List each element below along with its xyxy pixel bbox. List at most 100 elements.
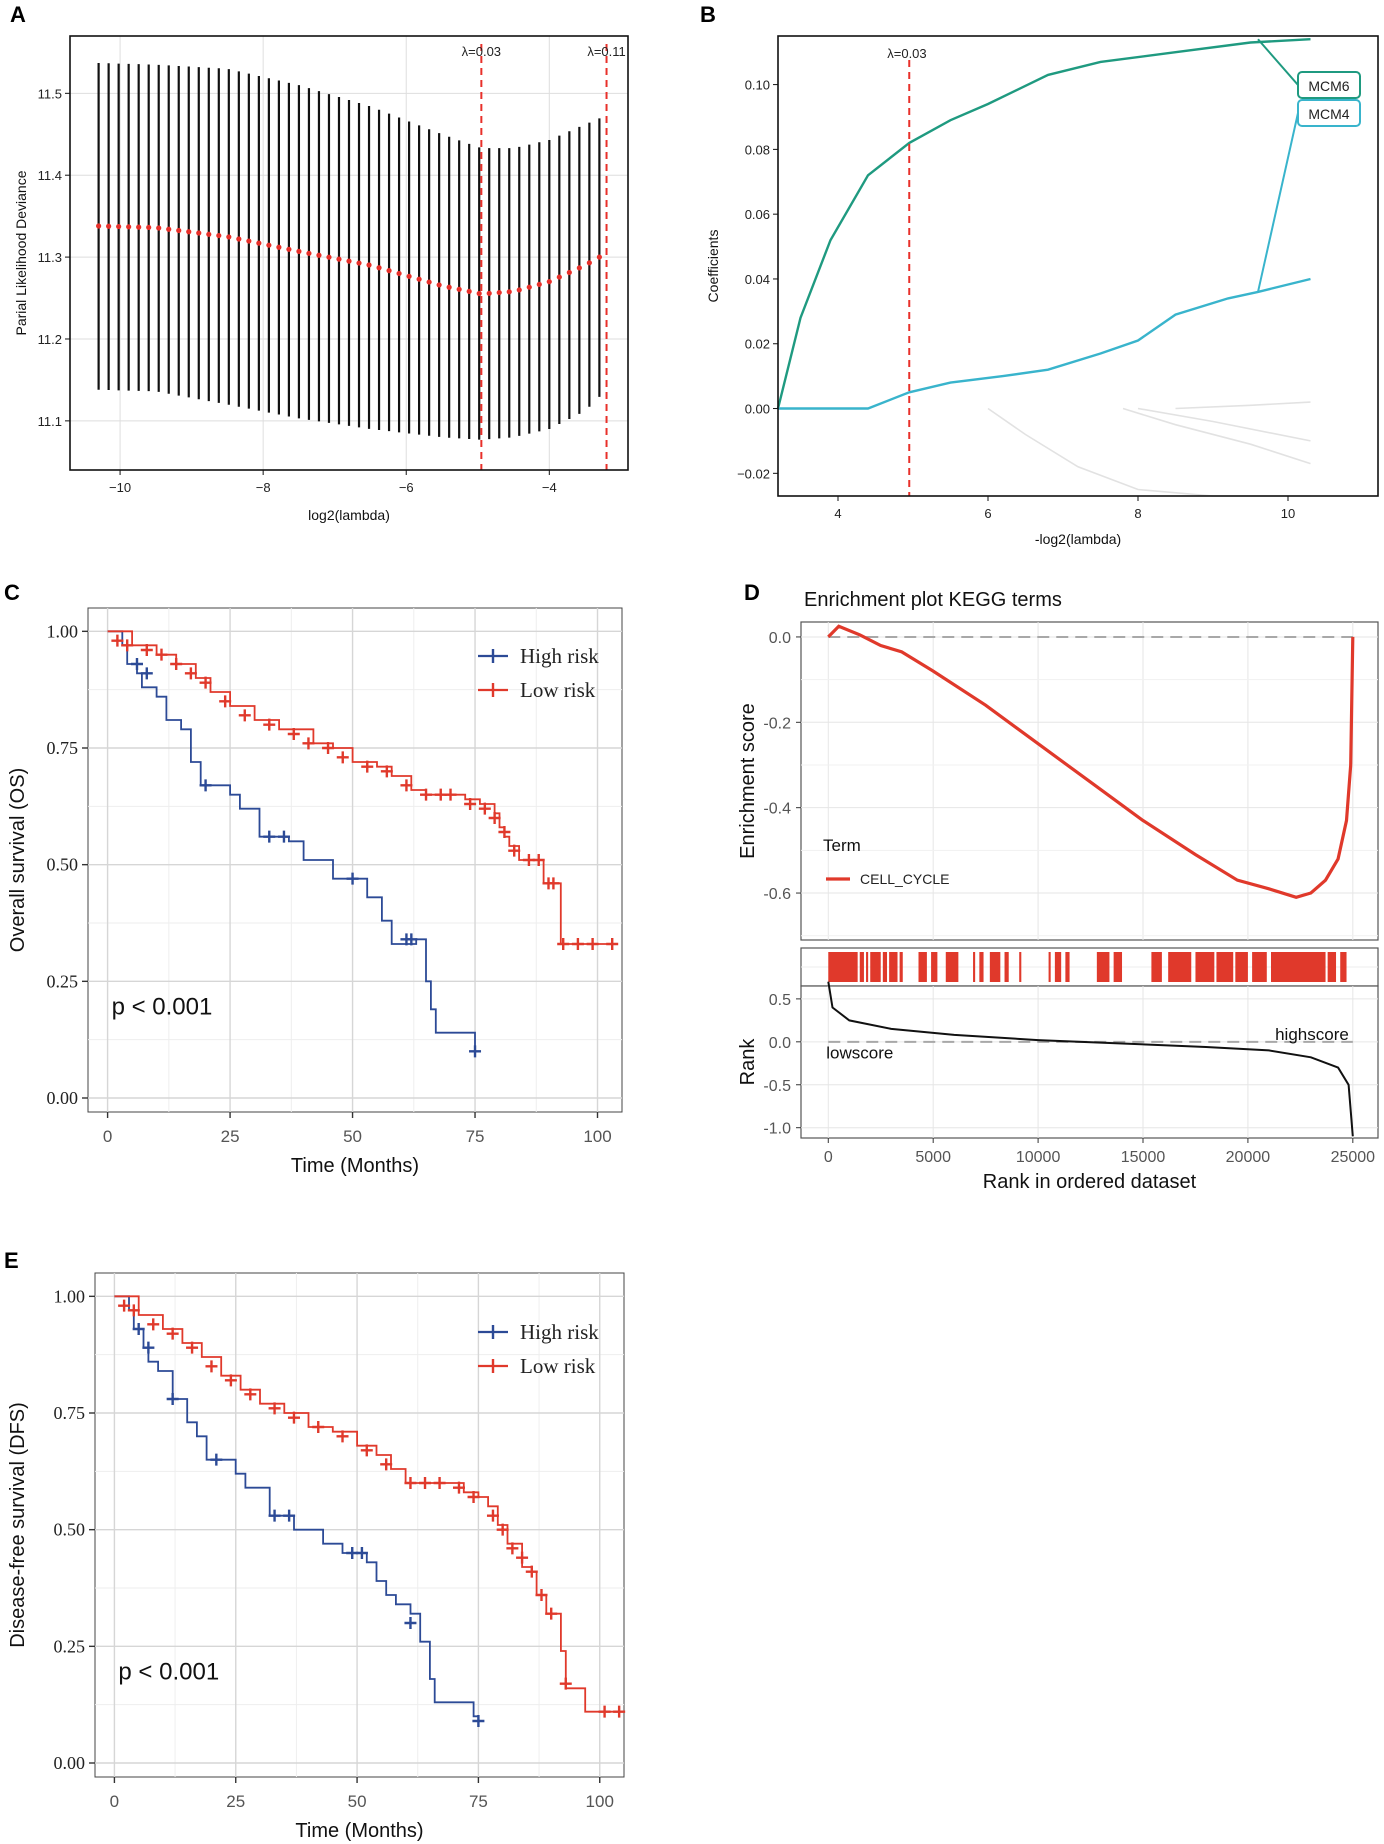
panel-a-mean-point [366, 262, 372, 268]
panel-d-highscore-label: highscore [1275, 1025, 1349, 1044]
panel-c-censor-mark [547, 877, 560, 890]
panel-c-censor-mark [140, 644, 153, 656]
panel-a-mean-point [406, 273, 412, 279]
panel-a-ytick-label: 11.3 [38, 250, 62, 265]
panel-label-b: B [700, 2, 716, 27]
panel-e-ylabel: Disease-free survival (DFS) [7, 1402, 29, 1648]
panel-d-hit-mark [889, 952, 898, 982]
panel-c-censor-mark [155, 648, 168, 661]
panel-c-xtick-label: 50 [343, 1127, 362, 1146]
panel-a-mean-point [516, 287, 522, 293]
panel-a-mean-point [186, 229, 192, 235]
panel-d-xtick-label: 20000 [1226, 1149, 1271, 1166]
panel-d-hit-mark [1151, 952, 1162, 982]
panel-c-xtick-label: 75 [466, 1127, 485, 1146]
panel-e-xlabel: Time (Months) [295, 1820, 423, 1842]
panel-e-censor-mark [472, 1715, 485, 1727]
panel-d-top-ytick-label: -0.4 [763, 801, 791, 818]
panel-label-a: A [10, 2, 26, 27]
panel-b-lambda-label: λ=0.03 [887, 46, 926, 61]
panel-d-hit-mark [1235, 952, 1248, 982]
panel-c-censor-mark [199, 779, 212, 792]
panel-e-ytick-label: 0.75 [54, 1403, 86, 1423]
panel-c-censor-mark [508, 844, 521, 857]
panel-a-ytick-label: 11.1 [38, 414, 62, 429]
panel-c-censor-mark [302, 737, 315, 750]
panel-b-label-box [1297, 71, 1361, 99]
panel-a-mean-point [326, 254, 332, 260]
panel-a-xtick-label: −4 [542, 480, 557, 495]
panel-a-mean-point [566, 269, 572, 276]
panel-b-xlabel: -log2(lambda) [1035, 531, 1121, 547]
panel-a-mean-point [526, 284, 532, 290]
panel-c-censor-mark [420, 788, 433, 801]
panel-a-mean-point [376, 265, 382, 271]
panel-a-mean-point [356, 260, 362, 266]
panel-d-ylabel-bottom: Rank [737, 1038, 759, 1086]
panel-c-censor-mark [557, 938, 570, 950]
panel-b-line-mcm4 [778, 277, 1311, 410]
panel-d-top-ytick-label: -0.6 [763, 886, 791, 903]
panel-a-xlabel: log2(lambda) [308, 507, 390, 523]
panel-e-censor-mark [404, 1617, 417, 1629]
panel-d-hit-mark [1252, 952, 1267, 982]
panel-a-mean-point [196, 230, 202, 236]
panel-a-mean-point [506, 289, 512, 295]
panel-d-hit-mark [979, 952, 984, 982]
panel-e-censor-mark [268, 1509, 281, 1522]
panel-a-mean-point [206, 231, 212, 237]
panel-b-frame [777, 35, 1379, 497]
panel-e-censor-mark [496, 1523, 509, 1536]
panel-e-xtick-label: 0 [110, 1792, 119, 1811]
panel-a-ytick-label: 11.5 [38, 86, 62, 101]
panel-a-mean-point [116, 223, 122, 230]
panel-d-rank-curve [827, 981, 1354, 1137]
panel-d-legend-title: Term [823, 836, 861, 855]
panel-c-censor-mark [238, 709, 251, 722]
panel-e-censor-mark [419, 1477, 432, 1489]
panel-e-censor-mark [166, 1327, 179, 1340]
panel-b-ytick-label: 0.00 [745, 402, 770, 417]
panel-e-plot-area [94, 1272, 625, 1778]
panel-e-censor-mark [142, 1341, 155, 1354]
panel-c-censor-mark [199, 676, 212, 689]
panel-a-mean-point [456, 286, 462, 292]
panel-a-mean-point [416, 276, 422, 282]
panel-d-hit-mark [989, 952, 1001, 982]
panel-d-hit-mark [1004, 952, 1009, 982]
panel-d-xtick-label: 10000 [1016, 1149, 1061, 1166]
panel-e-censor-mark [545, 1607, 558, 1620]
panel-a-mean-point [236, 236, 242, 242]
panel-c-censor-mark [111, 634, 124, 647]
panel-e-ytick-label: 1.00 [54, 1286, 86, 1306]
panel-d-hit-mark [870, 952, 881, 982]
panel-e-p-value: p < 0.001 [118, 1659, 219, 1686]
panel-a-mean-point [476, 290, 482, 297]
panel-c-censor-mark [170, 658, 183, 670]
panel-c-censor-mark [586, 938, 599, 950]
panel-d-ylabel-top: Enrichment score [737, 703, 759, 859]
panel-b-ytick-label: −0.02 [737, 466, 770, 481]
panel-c-censor-mark [121, 639, 134, 652]
panel-b-line-mcm6 [776, 38, 1311, 409]
panel-c-censor-mark [263, 830, 276, 843]
panel-c-censor-mark [130, 658, 143, 670]
panel-b-line-zeroed [1175, 401, 1311, 410]
panel-e-censor-mark [452, 1481, 465, 1494]
panel-e-legend-label: Low risk [520, 1354, 596, 1378]
panel-e-censor-mark [127, 1304, 140, 1317]
panel-c-censor-mark [263, 718, 276, 731]
panel-a-xtick-label: −10 [109, 480, 131, 495]
panel-b-label-pointer [1257, 38, 1299, 86]
panel-b-line-zeroed [1137, 407, 1311, 442]
panel-c-ytick-label: 0.00 [47, 1088, 79, 1108]
panel-c-xtick-label: 25 [221, 1127, 240, 1146]
panel-d-hit-mark [1216, 952, 1234, 982]
panel-d-rank-ytick-label: 0.0 [769, 1035, 791, 1052]
panel-a-mean-point [586, 260, 592, 266]
panel-d-xtick-label: 25000 [1331, 1149, 1376, 1166]
plots-layer: λ=0.03 λ=0.11 −10 −8 −6 −4 11.1 11.2 11.3 11.4 11.… [7, 35, 1379, 1842]
panel-a-mean-point [146, 224, 152, 231]
panel-a-ytick-label: 11.2 [38, 332, 62, 347]
